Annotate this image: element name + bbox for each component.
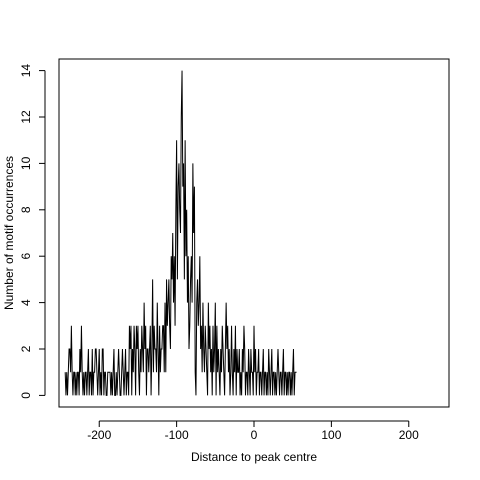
y-axis: 0 2 4 6 8 10 12 14: [19, 64, 46, 399]
x-axis: -200 -100 0 100 200: [87, 420, 419, 442]
y-axis-title: Number of motif occurrences: [2, 156, 16, 310]
y-tick-label: 4: [19, 299, 33, 306]
y-tick-label: 8: [19, 206, 33, 213]
y-tick-label: 0: [19, 392, 33, 399]
y-tick-label: 2: [19, 345, 33, 352]
x-tick-label: -200: [87, 428, 111, 442]
x-axis-title: Distance to peak centre: [191, 450, 317, 464]
series-line: [64, 70, 297, 396]
x-tick-label: -100: [165, 428, 189, 442]
y-tick-label: 6: [19, 253, 33, 260]
y-tick-label: 14: [19, 64, 33, 78]
y-tick-label: 12: [19, 110, 33, 124]
x-tick-label: 100: [321, 428, 341, 442]
plot-frame: [58, 58, 450, 408]
x-tick-label: 200: [399, 428, 419, 442]
y-tick-label: 10: [19, 156, 33, 170]
x-tick-label: 0: [251, 428, 258, 442]
